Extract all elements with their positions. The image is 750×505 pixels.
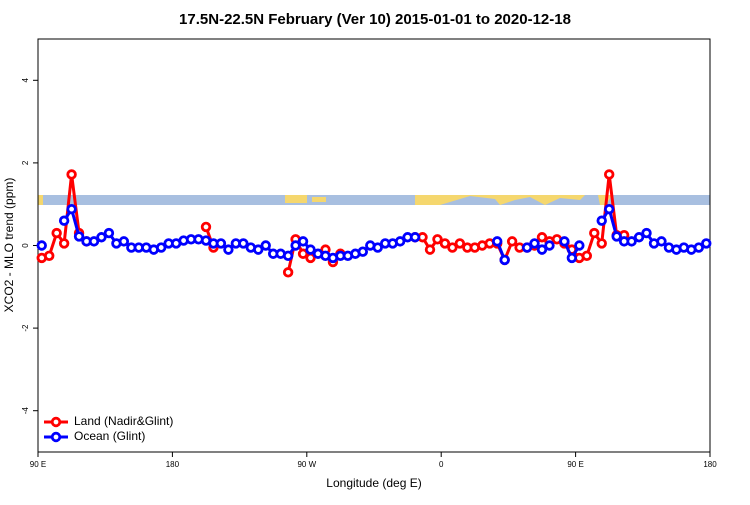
data-point xyxy=(297,236,309,247)
data-point xyxy=(611,231,622,242)
y-tick-label: 2 xyxy=(21,160,30,165)
x-tick-label: 0 xyxy=(439,460,444,469)
data-point xyxy=(439,238,451,249)
data-point xyxy=(454,238,466,249)
data-point xyxy=(626,236,637,247)
x-axis-label: Longitude (deg E) xyxy=(326,476,421,490)
data-point xyxy=(492,236,503,247)
data-point xyxy=(58,215,70,226)
data-point xyxy=(581,250,592,262)
data-point xyxy=(357,246,368,257)
data-point xyxy=(529,238,540,249)
data-point xyxy=(604,169,615,180)
data-point xyxy=(424,244,436,255)
data-point xyxy=(536,232,548,243)
chart-title: 17.5N-22.5N February (Ver 10) 2015-01-01… xyxy=(179,11,571,28)
data-point xyxy=(297,248,309,259)
data-point xyxy=(394,236,406,247)
data-point xyxy=(118,236,130,247)
data-point xyxy=(409,232,421,243)
data-point xyxy=(372,242,383,253)
data-point xyxy=(36,240,47,251)
data-point xyxy=(559,236,570,247)
legend-label: Ocean (Glint) xyxy=(74,429,145,443)
data-point xyxy=(641,227,652,239)
map-strip xyxy=(38,195,710,205)
data-point xyxy=(521,242,533,253)
data-point xyxy=(499,254,510,266)
y-tick-label: 0 xyxy=(21,243,30,248)
data-point xyxy=(260,240,271,251)
x-tick-label: 180 xyxy=(703,460,717,469)
data-point xyxy=(596,215,607,226)
legend-marker xyxy=(50,431,62,443)
data-point xyxy=(701,238,712,249)
data-point xyxy=(58,238,70,249)
data-point xyxy=(290,240,301,251)
data-point xyxy=(305,244,316,255)
x-tick-label: 90 E xyxy=(567,460,583,469)
data-point xyxy=(155,242,167,253)
data-point xyxy=(447,242,458,253)
x-tick-label: 90 W xyxy=(297,460,316,469)
data-point xyxy=(66,169,77,180)
data-point xyxy=(73,231,85,242)
data-point xyxy=(536,244,548,255)
data-point xyxy=(544,240,555,251)
data-point xyxy=(215,238,227,249)
data-point xyxy=(88,236,100,247)
data-point xyxy=(589,227,600,239)
x-tick-label: 90 E xyxy=(30,460,46,469)
y-tick-label: 4 xyxy=(21,78,30,83)
data-point xyxy=(51,227,62,239)
y-axis-label: XCO2 - MLO trend (ppm) xyxy=(2,178,16,313)
data-point xyxy=(604,203,615,215)
data-point xyxy=(238,238,249,249)
data-point xyxy=(44,250,55,262)
data-point xyxy=(693,242,704,253)
data-point xyxy=(633,232,645,243)
data-point xyxy=(253,244,264,255)
data-point xyxy=(103,227,115,239)
data-point xyxy=(223,244,234,255)
data-point xyxy=(200,221,212,233)
data-point xyxy=(566,252,578,264)
y-tick-label: -4 xyxy=(21,407,30,415)
data-point xyxy=(596,238,607,249)
data-point xyxy=(282,250,294,262)
data-point xyxy=(66,203,77,215)
data-point xyxy=(506,236,518,247)
x-tick-label: 180 xyxy=(166,460,180,469)
data-point xyxy=(656,236,667,247)
legend-marker xyxy=(50,416,62,428)
data-point xyxy=(574,240,585,251)
data-point xyxy=(96,232,107,243)
legend-label: Land (Nadir&Glint) xyxy=(74,414,173,428)
data-point xyxy=(282,267,294,278)
y-tick-label: -2 xyxy=(21,324,30,332)
data-point xyxy=(432,234,443,245)
